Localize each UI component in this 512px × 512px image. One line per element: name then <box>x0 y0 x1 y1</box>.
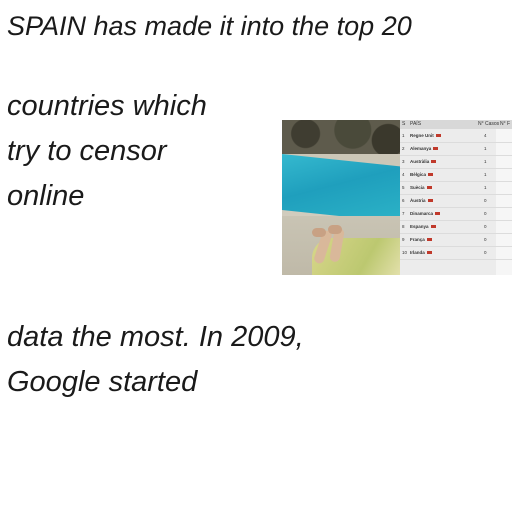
country-name: Suècia <box>410 185 425 190</box>
flag-icon <box>426 251 432 255</box>
foot <box>328 225 342 234</box>
row-rank: 2 <box>402 146 405 151</box>
country-name: França <box>410 237 425 242</box>
row-country: Bèlgica <box>410 169 434 181</box>
row-country: Suècia <box>410 182 432 194</box>
foliage <box>282 120 400 154</box>
row-cases: 1 <box>484 185 487 190</box>
row-cases: 1 <box>484 172 487 177</box>
row-country: Dinamarca <box>410 208 441 220</box>
country-name: Austràlia <box>410 159 430 164</box>
flag-icon <box>433 147 439 151</box>
row-rank: 4 <box>402 172 405 177</box>
flag-icon <box>428 173 434 177</box>
table-header: S PAÍS N° Casos N° F <box>400 120 512 129</box>
row-rank: 1 <box>402 133 405 138</box>
table-row: 8 Espanya 0 <box>400 221 512 234</box>
country-name: Regne Unit <box>410 133 434 138</box>
row-cases: 0 <box>484 224 487 229</box>
row-country: França <box>410 234 432 246</box>
flag-icon <box>435 134 441 138</box>
caption-line-1: SPAIN has made it into the top 20 <box>7 11 412 41</box>
swimming-pool <box>282 154 400 223</box>
row-cases: 4 <box>484 133 487 138</box>
table-header-cell: PAÍS <box>410 121 422 127</box>
row-rank: 10 <box>402 250 408 255</box>
row-rank: 7 <box>402 211 405 216</box>
table-column <box>496 129 512 275</box>
table-header-cell: N° F <box>500 121 511 127</box>
caption-line-6: Google started <box>7 366 198 398</box>
table-header-cell: N° Casos <box>478 121 500 127</box>
caption-line-2: countries which <box>7 90 207 122</box>
flag-icon <box>427 199 433 203</box>
flag-icon <box>430 225 436 229</box>
row-cases: 0 <box>484 250 487 255</box>
country-name: Espanya <box>410 224 429 229</box>
row-country: Austràlia <box>410 156 437 168</box>
foot <box>312 228 326 237</box>
table-row: 6 Àustria 0 <box>400 195 512 208</box>
row-country: Regne Unit <box>410 130 441 142</box>
table-row: 10 Irlanda 0 <box>400 247 512 260</box>
flag-icon <box>431 160 437 164</box>
composite-photo: S PAÍS N° Casos N° F 1 Regne Unit 4 2 Aleman… <box>282 120 512 275</box>
table-row: 1 Regne Unit 4 <box>400 130 512 143</box>
flag-icon <box>435 212 441 216</box>
caption-line-4: online <box>7 180 85 212</box>
row-rank: 5 <box>402 185 405 190</box>
row-cases: 1 <box>484 159 487 164</box>
country-table: S PAÍS N° Casos N° F 1 Regne Unit 4 2 Aleman… <box>400 120 512 275</box>
row-country: Irlanda <box>410 247 432 259</box>
table-row: 9 França 0 <box>400 234 512 247</box>
country-name: Irlanda <box>410 250 425 255</box>
table-row: 5 Suècia 1 <box>400 182 512 195</box>
country-name: Dinamarca <box>410 211 434 216</box>
table-header-cell: S <box>402 121 406 127</box>
row-rank: 8 <box>402 224 405 229</box>
row-cases: 0 <box>484 237 487 242</box>
row-country: Espanya <box>410 221 436 233</box>
country-name: Alemanya <box>410 146 432 151</box>
flag-icon <box>426 186 432 190</box>
row-cases: 0 <box>484 198 487 203</box>
row-rank: 6 <box>402 198 405 203</box>
pool-photo <box>282 120 400 275</box>
caption-line-5: data the most. In 2009, <box>7 321 304 353</box>
country-name: Bèlgica <box>410 172 427 177</box>
table-row: 4 Bèlgica 1 <box>400 169 512 182</box>
flag-icon <box>426 238 432 242</box>
row-cases: 0 <box>484 211 487 216</box>
table-row: 2 Alemanya 1 <box>400 143 512 156</box>
row-country: Àustria <box>410 195 433 207</box>
row-cases: 1 <box>484 146 487 151</box>
table-row: 3 Austràlia 1 <box>400 156 512 169</box>
row-rank: 3 <box>402 159 405 164</box>
caption-line-3: try to censor <box>7 135 167 167</box>
row-country: Alemanya <box>410 143 439 155</box>
row-rank: 9 <box>402 237 405 242</box>
country-name: Àustria <box>410 198 426 203</box>
table-row: 7 Dinamarca 0 <box>400 208 512 221</box>
